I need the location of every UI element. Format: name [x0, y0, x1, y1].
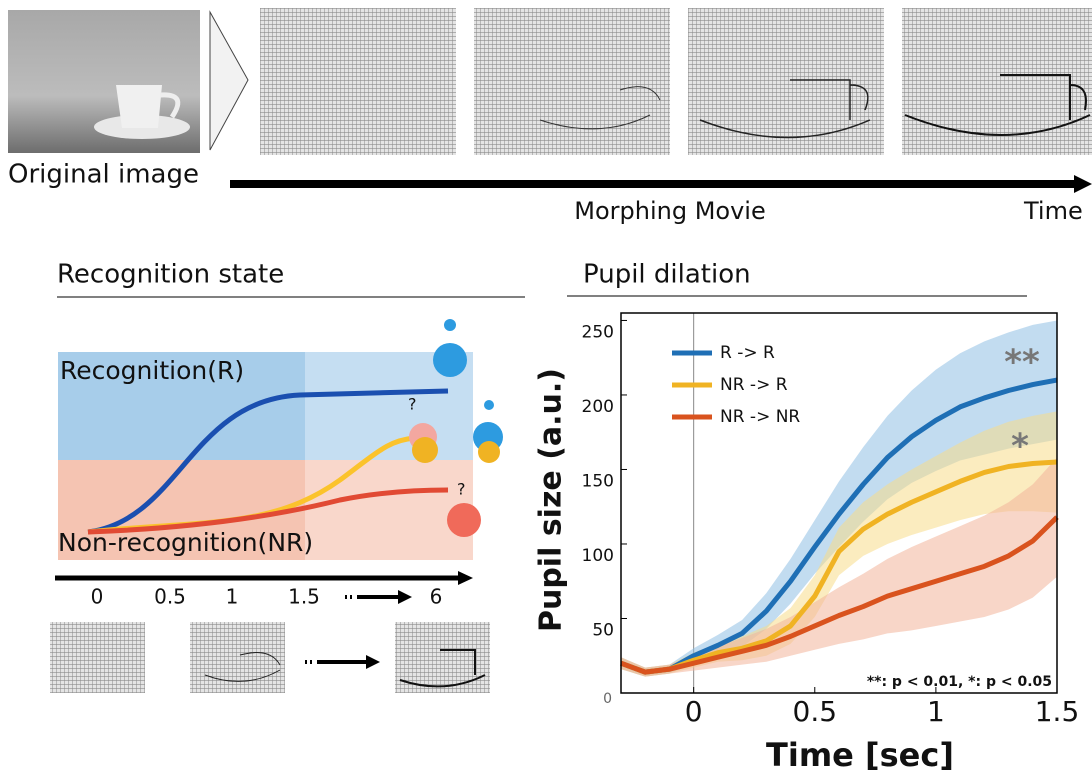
y-tick-label: 200: [582, 397, 614, 417]
svg-text:?: ?: [457, 480, 466, 499]
y-tick-label: 50: [592, 620, 614, 640]
x-tick-label: 1.5: [1035, 695, 1080, 728]
significance-mark: *: [1011, 427, 1029, 467]
dotted-arrow: [345, 590, 412, 604]
y-tick-label: 150: [582, 471, 614, 491]
movie-label: Morphing Movie: [574, 197, 765, 225]
original-photo: [8, 10, 200, 153]
recognition-label: Recognition(R): [60, 356, 244, 385]
y-tick-label: 250: [582, 322, 614, 342]
state-tick: 6: [430, 585, 443, 609]
x-axis-title: Time [sec]: [766, 736, 954, 774]
state-axis-head: [458, 571, 473, 585]
y-tick-label: 0: [603, 691, 612, 707]
panel-title: Recognition state: [57, 260, 284, 290]
legend-label: R -> R: [720, 343, 775, 363]
time-label: Time: [1023, 197, 1083, 225]
chart-title: Pupil dilation: [583, 260, 751, 290]
x-tick-label: 0: [685, 695, 703, 728]
state-tick: 0.5: [154, 585, 186, 609]
legend-label: NR -> NR: [720, 407, 800, 427]
x-tick-label: 1: [927, 695, 945, 728]
x-tick-label: 0.5: [793, 695, 838, 728]
state-tick: 1: [226, 585, 239, 609]
figure: Original image Morphing Movie Time Recog…: [0, 0, 1092, 774]
plot: [621, 313, 1057, 693]
arrow-shape: [210, 12, 248, 150]
morph-frames: [260, 8, 1092, 155]
y-axis-title: Pupil size (a.u.): [534, 368, 569, 632]
p-value-note: **: p < 0.01, *: p < 0.05: [867, 674, 1052, 690]
state-tick: 0: [91, 585, 104, 609]
thumbnails: [50, 622, 490, 693]
legend-label: NR -> R: [720, 375, 788, 395]
y-tick-label: 100: [582, 546, 614, 566]
significance-mark: **: [1004, 343, 1040, 383]
state-tick: 1.5: [288, 585, 320, 609]
original-label: Original image: [8, 160, 199, 190]
time-arrow-head: [1074, 175, 1092, 193]
svg-text:?: ?: [408, 395, 417, 414]
